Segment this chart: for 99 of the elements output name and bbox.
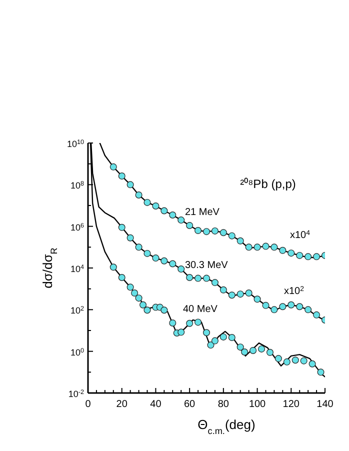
point <box>236 344 244 351</box>
point <box>274 355 282 362</box>
point <box>313 253 320 260</box>
point <box>317 368 324 376</box>
point <box>169 319 176 326</box>
x-tick-label: 60 <box>184 399 196 410</box>
point <box>220 333 227 340</box>
point <box>144 198 151 206</box>
point <box>160 306 168 314</box>
x-tick-label: 140 <box>316 399 334 410</box>
point <box>118 172 126 180</box>
point <box>169 260 176 268</box>
point <box>194 274 202 282</box>
y-tick-label: 10$^{4}$ <box>70 264 84 274</box>
point <box>186 222 194 229</box>
x-tick-label: 40 <box>150 399 162 410</box>
x-tick-label: 120 <box>282 399 300 410</box>
point <box>313 311 320 318</box>
point <box>126 181 134 188</box>
point <box>178 216 185 224</box>
point <box>131 290 138 297</box>
point <box>135 191 142 198</box>
point <box>220 229 227 236</box>
point <box>270 306 278 314</box>
point <box>118 224 126 231</box>
point <box>178 266 185 273</box>
x-tick-label: 0 <box>85 399 92 410</box>
point <box>245 244 252 251</box>
x-axis-title: Θ$_{c.m.}$(deg) <box>198 417 256 436</box>
point <box>203 329 210 336</box>
point <box>292 356 299 364</box>
point <box>279 246 286 254</box>
point <box>211 227 218 234</box>
point <box>270 244 278 251</box>
point <box>288 250 295 257</box>
point <box>236 290 244 298</box>
point <box>304 306 312 314</box>
point <box>254 244 261 251</box>
point <box>169 212 176 218</box>
point <box>186 274 194 281</box>
point <box>304 253 312 260</box>
point <box>228 232 236 240</box>
point <box>135 294 142 302</box>
x-tick-label: 100 <box>248 399 266 410</box>
annotation: x10$^{4}$ <box>290 230 310 241</box>
point <box>203 274 210 282</box>
point <box>262 302 270 309</box>
x-tick-label: 20 <box>116 399 128 410</box>
point <box>245 290 252 297</box>
point <box>144 250 151 257</box>
point <box>220 286 227 294</box>
y-tick-label: 10$^{-2}$ <box>68 388 84 399</box>
point <box>194 227 202 234</box>
point <box>152 254 160 262</box>
point <box>262 242 270 250</box>
point <box>207 342 214 349</box>
point <box>126 284 134 291</box>
point <box>160 207 168 214</box>
point <box>283 358 290 366</box>
x-tick-label: 80 <box>218 399 230 410</box>
text: ²⁰⁸Pb (p,p) <box>240 177 296 191</box>
y-tick-label: 10$^{6}$ <box>70 222 84 232</box>
point <box>296 303 304 310</box>
point <box>211 337 218 344</box>
y-tick-label: 10$^{2}$ <box>70 305 84 316</box>
point <box>254 296 261 303</box>
point <box>288 301 295 308</box>
point <box>144 306 151 314</box>
point <box>135 244 142 251</box>
point <box>266 348 274 356</box>
point <box>241 348 248 356</box>
point <box>140 301 147 308</box>
point <box>152 202 160 210</box>
y-tick-label: 10$^{0}$ <box>70 346 84 358</box>
point <box>228 292 236 299</box>
point <box>178 328 185 336</box>
point <box>250 346 257 354</box>
point <box>308 360 316 368</box>
y-tick-label: 10$^{8}$ <box>70 180 84 191</box>
point <box>300 357 308 364</box>
point <box>110 264 117 271</box>
point <box>118 274 126 281</box>
point <box>228 334 236 342</box>
y-tick-label: 10$^{10}$ <box>66 138 84 149</box>
point <box>203 228 210 236</box>
point <box>236 237 244 244</box>
point <box>160 257 168 264</box>
point <box>296 252 304 259</box>
point <box>110 163 117 170</box>
annotation: 30.3 MeV <box>185 260 228 271</box>
annotation: x10$^{2}$ <box>284 286 304 297</box>
annotation: 21 MeV <box>185 207 220 218</box>
point <box>211 279 218 286</box>
point <box>126 234 134 242</box>
point <box>186 320 194 327</box>
annotation: 40 MeV <box>183 304 218 315</box>
point <box>258 345 266 352</box>
point <box>279 303 286 310</box>
point <box>194 318 202 326</box>
